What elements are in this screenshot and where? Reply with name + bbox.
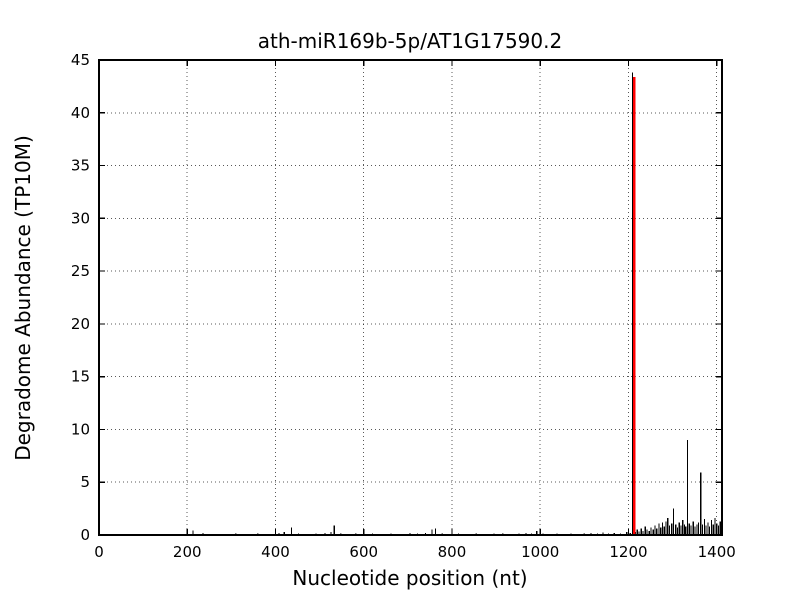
y-tick-label: 20 xyxy=(71,315,90,333)
x-tick-label: 1000 xyxy=(521,543,559,561)
x-tick-label: 200 xyxy=(173,543,202,561)
y-tick-label: 25 xyxy=(71,262,90,280)
abundance-bars xyxy=(125,72,723,535)
axis-tick-labels: 0 200 400 600 800 1000 1200 1400 0 5 10 15 20 25 30 35 4… xyxy=(71,51,736,561)
x-tick-label: 600 xyxy=(349,543,378,561)
y-tick-label: 30 xyxy=(71,209,90,227)
x-tick-label: 0 xyxy=(94,543,104,561)
axis-ticks xyxy=(98,59,722,536)
y-tick-label: 10 xyxy=(71,420,90,438)
y-tick-label: 45 xyxy=(71,51,90,69)
x-tick-label: 800 xyxy=(438,543,467,561)
x-axis-label: Nucleotide position (nt) xyxy=(292,566,527,590)
gridlines xyxy=(99,60,722,535)
x-tick-label: 1200 xyxy=(609,543,647,561)
chart-title: ath-miR169b-5p/AT1G17590.2 xyxy=(258,29,562,53)
x-tick-label: 400 xyxy=(261,543,290,561)
y-tick-label: 40 xyxy=(71,104,90,122)
x-tick-label: 1400 xyxy=(698,543,736,561)
y-tick-label: 15 xyxy=(71,368,90,386)
y-tick-label: 0 xyxy=(80,526,90,544)
y-axis-label: Degradome Abundance (TP10M) xyxy=(11,135,35,461)
y-tick-label: 35 xyxy=(71,157,90,175)
y-tick-label: 5 xyxy=(80,473,90,491)
plot-frame xyxy=(98,59,723,536)
